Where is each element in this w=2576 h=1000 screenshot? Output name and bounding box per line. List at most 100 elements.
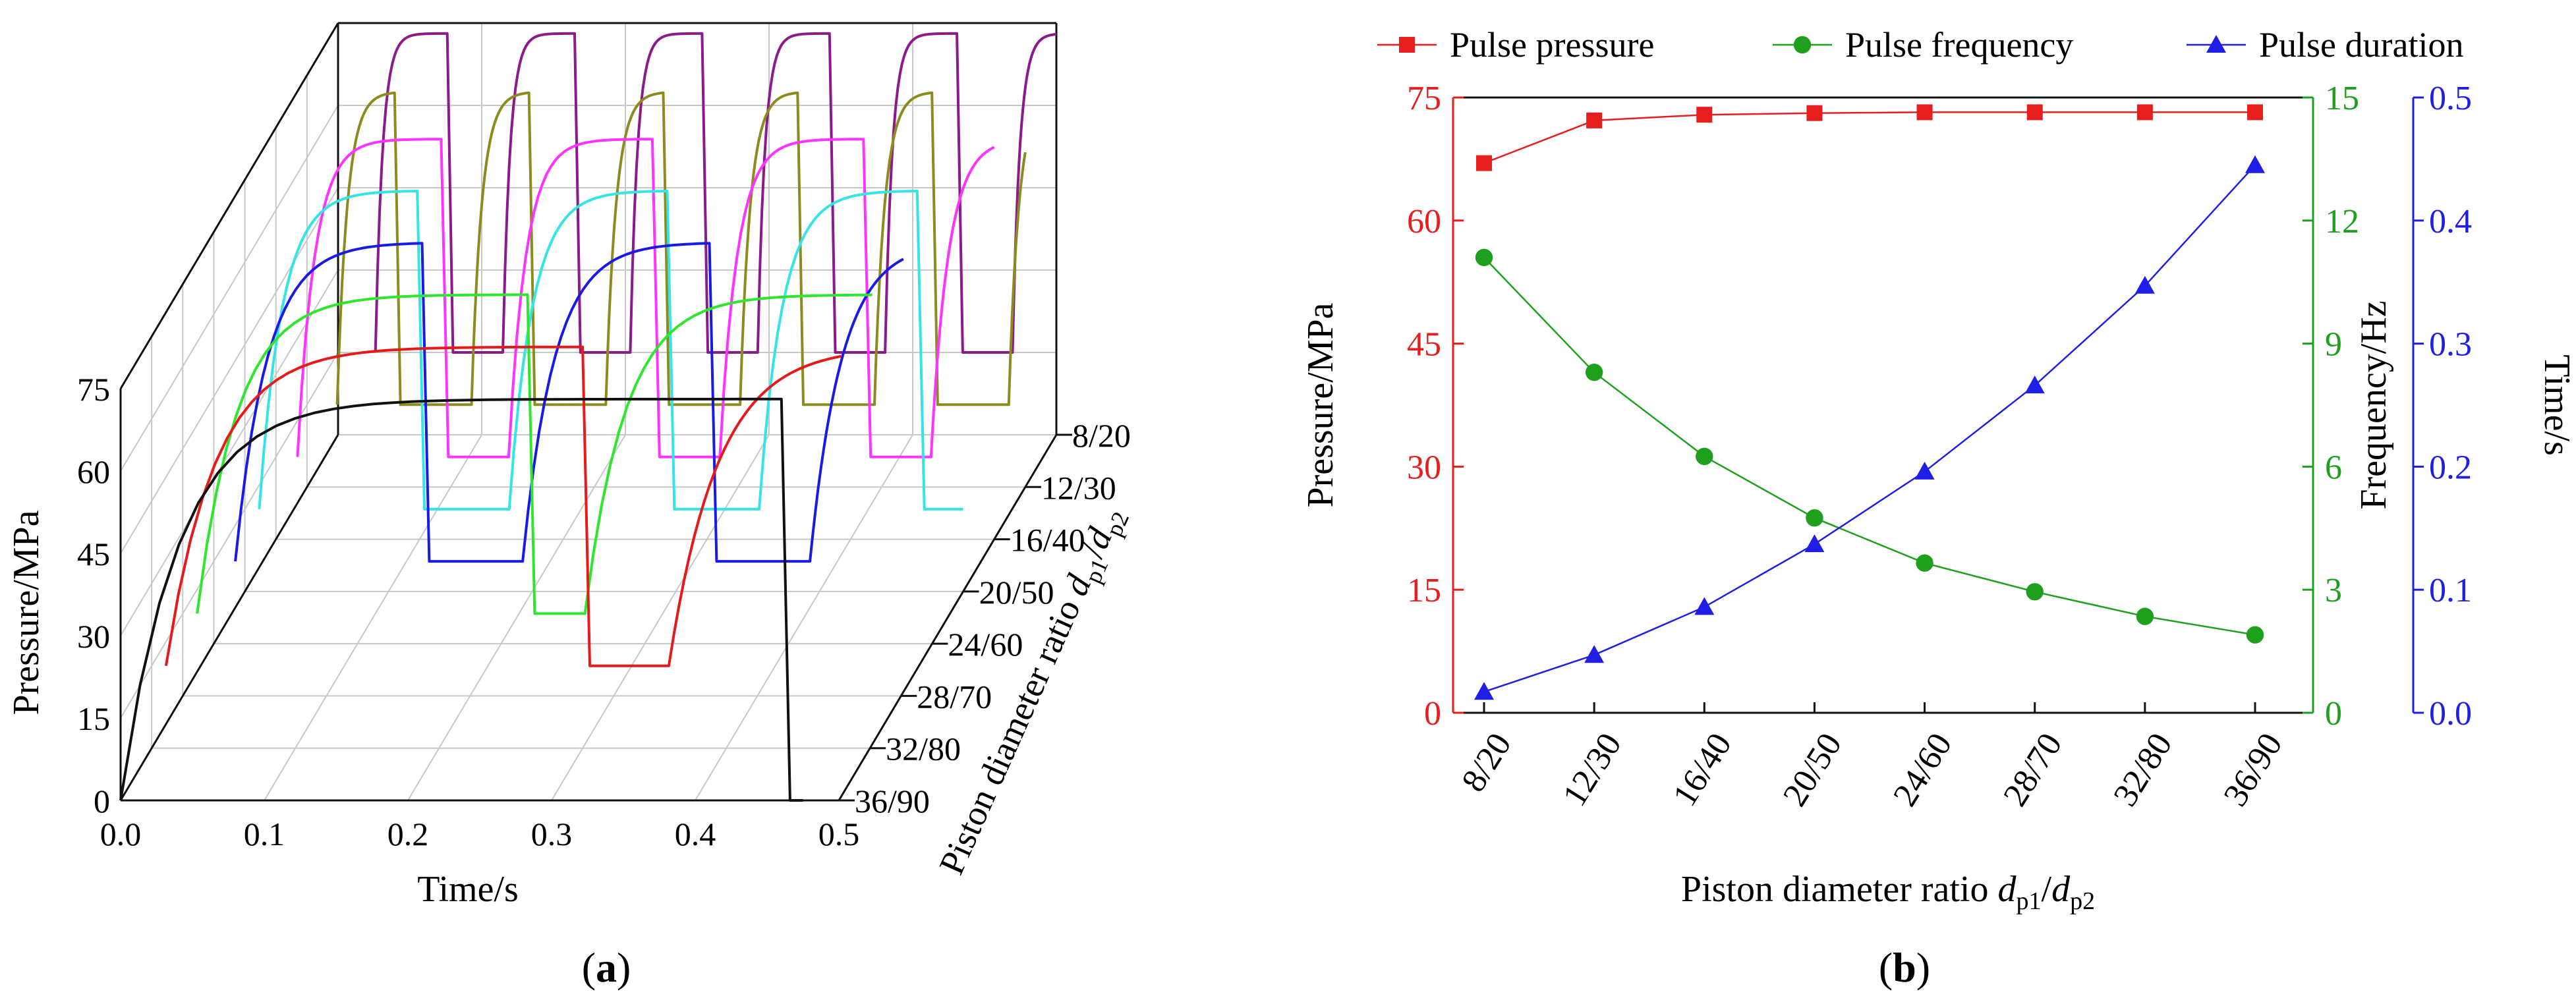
z-tick-label: 32/80 (886, 731, 961, 767)
x-tick-label: 0.3 (531, 816, 573, 852)
time-tick-label: 0.0 (2429, 695, 2472, 733)
gridline-pressure-4 (120, 105, 1056, 472)
frequency-tick-label: 9 (2325, 326, 2342, 364)
x-tick-label: 0.4 (675, 816, 716, 852)
time-axis-title: Time/s (2536, 354, 2576, 456)
left-tick-label: 30 (1407, 449, 1441, 486)
x-tick-label: 0.2 (387, 816, 429, 852)
x-tick-label: 20/50 (1776, 727, 1849, 813)
x-tick-label: 0.0 (100, 816, 142, 852)
data-point-square (1916, 104, 1933, 121)
data-point-triangle (2024, 375, 2045, 394)
y-tick-label: 15 (77, 700, 110, 737)
legend-label: Pulse duration (2259, 25, 2463, 65)
data-point-triangle (1914, 461, 1935, 480)
data-point-square (2247, 104, 2263, 121)
x-tick-label: 8/20 (1454, 727, 1518, 798)
left-tick-label: 15 (1407, 572, 1441, 609)
data-point-circle (2026, 583, 2044, 601)
left-tick-label: 45 (1407, 326, 1441, 364)
series-line (1483, 164, 2256, 693)
data-point-square (2136, 104, 2153, 121)
legend-marker-triangle (2206, 35, 2226, 53)
x-tick-label: 24/60 (1886, 727, 1959, 813)
depth-axis (838, 434, 1058, 801)
data-point-square (1476, 155, 1492, 171)
frequency-tick-label: 3 (2325, 572, 2342, 609)
legend-label: Pulse pressure (1450, 25, 1654, 65)
series-pulse-duration (1474, 155, 2265, 700)
data-point-circle (1585, 363, 1603, 381)
x-axis-title: Piston diameter ratio dp1/dp2 (1681, 869, 2095, 915)
y-tick-label: 30 (77, 618, 110, 655)
x-tick-label: 32/80 (2106, 727, 2179, 813)
gridline-pressure-5 (120, 22, 1056, 389)
series-pulse-pressure (1476, 104, 2263, 171)
y-axis-title: Pressure/MPa (6, 510, 47, 715)
left-tick-label: 0 (1424, 695, 1441, 733)
data-point-triangle (1804, 534, 1825, 553)
z-tick-label: 28/70 (917, 678, 992, 715)
x-tick-label: 0.5 (818, 816, 860, 852)
legend: Pulse pressure Pulse frequency Pulse durat… (1377, 25, 2463, 65)
left-tick-label: 75 (1407, 80, 1441, 117)
depth-edge-left (119, 434, 339, 801)
legend-marker-square (1399, 37, 1415, 53)
data-point-circle (2246, 626, 2264, 644)
series-line (1483, 256, 2256, 636)
z-tick-label: 20/50 (979, 574, 1054, 611)
series-line-28-70 (196, 293, 873, 615)
legend-label: Pulse frequency (1845, 25, 2073, 65)
y-tick-label: 60 (77, 453, 110, 490)
series-line-16-40 (296, 138, 995, 458)
panel-a-3d-chart: 0.0 0.1 0.2 0.3 0.4 0.5 0 15 30 45 60 75 8/20 12/30 16… (6, 22, 1134, 910)
series-line-32-80 (164, 345, 842, 667)
panel-label-b: (b) (1879, 944, 1930, 991)
data-point-triangle (1584, 645, 1605, 663)
series-line-20-50 (258, 190, 963, 511)
z-tick-label: 16/40 (1010, 522, 1085, 559)
gridline-time-floor-2 (407, 434, 626, 801)
panel-b-dual-axis-chart: 0 15 30 45 60 75 0 3 6 9 12 15 0.0 0.1 0.2 0.3 0.4 0.5 8/2… (1300, 25, 2576, 915)
data-point-circle (1916, 554, 1933, 572)
data-point-square (1586, 112, 1603, 128)
series-pulse-frequency (1475, 248, 2264, 644)
data-point-circle (1696, 447, 1713, 466)
frequency-axis-title: Frequency/Hz (2353, 300, 2394, 509)
data-point-triangle (1694, 597, 1715, 615)
z-tick-label: 36/90 (855, 783, 930, 819)
x-axis-title: Time/s (417, 869, 519, 910)
gridline-time-floor-4 (695, 434, 913, 801)
y-tick-label: 45 (77, 536, 110, 572)
z-tick-label: 8/20 (1072, 417, 1131, 454)
data-point-square (1696, 107, 1713, 123)
series-line (1483, 111, 2255, 164)
x-tick-label: 12/30 (1556, 727, 1629, 813)
x-tick-label: 16/40 (1666, 727, 1739, 813)
frequency-tick-label: 15 (2325, 80, 2359, 117)
frequency-tick-label: 12 (2325, 203, 2359, 240)
time-tick-label: 0.3 (2429, 326, 2472, 364)
left-tick-label: 60 (1407, 203, 1441, 240)
series-line-24-60 (234, 242, 904, 563)
data-point-circle (1475, 248, 1493, 267)
data-point-triangle (1474, 682, 1494, 700)
x-tick-label: 36/90 (2217, 727, 2290, 813)
time-tick-label: 0.2 (2429, 449, 2472, 486)
series-line-36-90 (119, 397, 803, 802)
z-tick-label: 12/30 (1041, 469, 1116, 506)
frequency-tick-label: 0 (2325, 695, 2342, 733)
legend-marker-circle (1793, 36, 1812, 54)
series-group (119, 32, 1057, 802)
x-tick-label: 0.1 (244, 816, 285, 852)
y-tick-label: 75 (77, 371, 110, 408)
gridline-time-floor-1 (264, 434, 482, 801)
gridline-time-floor-3 (551, 434, 770, 801)
time-tick-label: 0.1 (2429, 572, 2472, 609)
data-point-circle (2136, 607, 2154, 625)
time-tick-label: 0.5 (2429, 80, 2472, 117)
time-tick-label: 0.4 (2429, 203, 2472, 240)
z-tick-label: 24/60 (948, 626, 1023, 663)
data-point-square (2026, 104, 2043, 121)
